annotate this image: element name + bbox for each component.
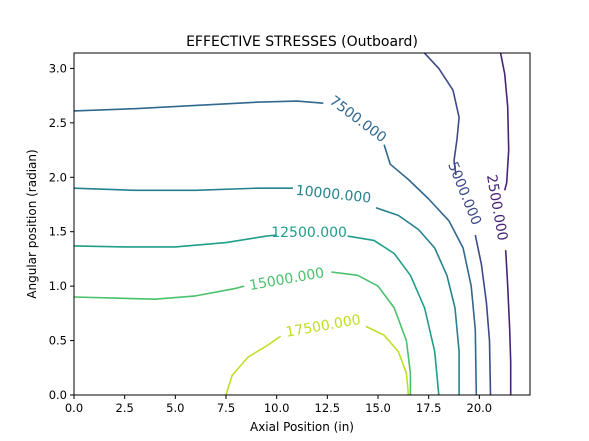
y-tick-label: 3.0 <box>49 61 67 75</box>
x-tick-label: 5.0 <box>166 401 184 415</box>
contour-line-7500 <box>73 100 324 112</box>
y-tick-label: 2.0 <box>49 170 67 184</box>
contour-line-12500 <box>73 234 277 248</box>
chart-title: EFFECTIVE STRESSES (Outboard) <box>186 34 418 50</box>
contour-line-17500 <box>365 325 410 396</box>
contour-line-10000 <box>73 187 293 192</box>
x-tick-label: 7.5 <box>217 401 235 415</box>
contour-label-12500: 12500.000 <box>271 225 347 241</box>
plot-frame <box>73 52 531 396</box>
y-axis-label: Angular position (radian) <box>25 149 39 298</box>
x-tick-label: 20.0 <box>467 401 493 415</box>
y-axis-ticks: 0.0 0.5 1.0 1.5 2.0 2.5 3.0 <box>49 61 74 402</box>
y-tick-label: 1.5 <box>49 225 67 239</box>
contour-line-12500 <box>347 235 440 396</box>
contour-line-2500 <box>499 53 510 191</box>
contour-line-15000 <box>73 285 245 300</box>
contour-label-10000: 10000.000 <box>295 183 372 207</box>
x-tick-label: 15.0 <box>365 401 391 415</box>
contour-line-10000 <box>375 207 460 395</box>
contour-line-17500 <box>225 335 282 396</box>
contour-line-7500 <box>383 144 478 396</box>
y-tick-label: 2.5 <box>49 116 67 130</box>
x-tick-label: 2.5 <box>116 401 134 415</box>
contour-line-5000 <box>474 234 492 396</box>
contour-line-2500 <box>504 250 512 395</box>
x-axis-ticks: 0.0 2.5 5.0 7.5 10.0 12.5 15.0 17.5 20.0 <box>65 395 492 415</box>
contour-line-5000 <box>424 52 460 176</box>
x-tick-label: 0.0 <box>65 401 83 415</box>
y-tick-label: 0.0 <box>49 388 67 402</box>
x-tick-label: 10.0 <box>264 401 290 415</box>
y-tick-label: 1.0 <box>49 279 67 293</box>
x-tick-label: 17.5 <box>416 401 442 415</box>
y-tick-label: 0.5 <box>49 334 67 348</box>
contour-line-15000 <box>331 271 412 395</box>
x-tick-label: 12.5 <box>315 401 341 415</box>
contour-lines <box>73 52 512 396</box>
x-axis-label: Axial Position (in) <box>250 420 354 434</box>
